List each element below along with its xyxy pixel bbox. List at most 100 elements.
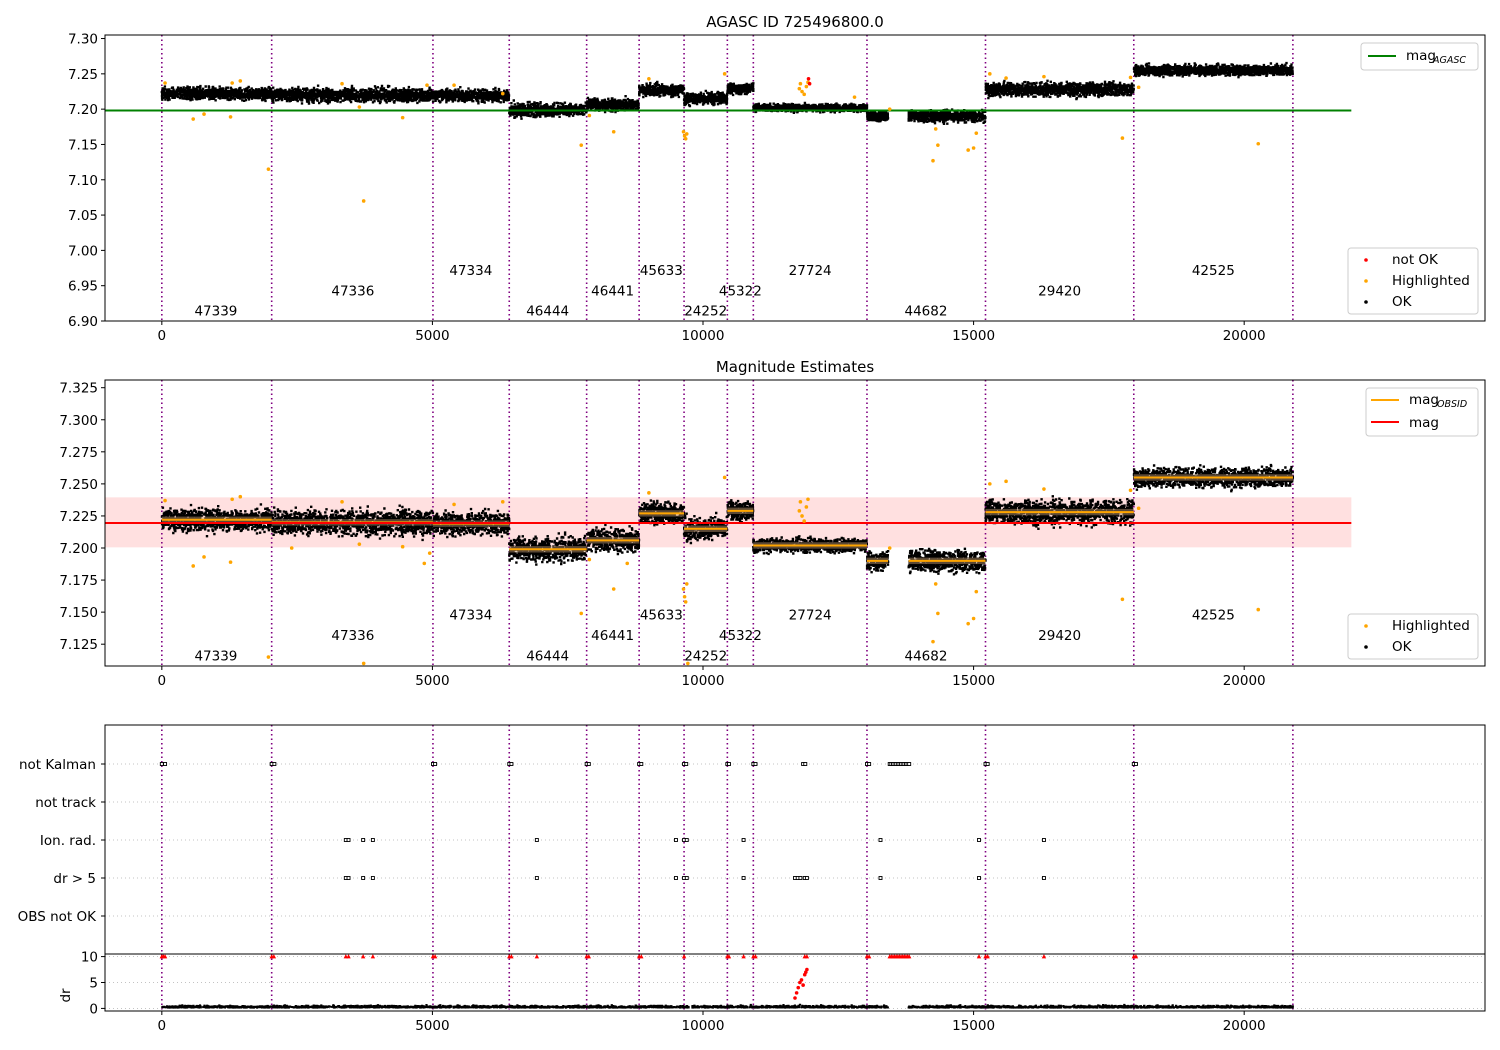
highlighted-point (681, 129, 686, 134)
x-tick-label: 15000 (952, 1018, 995, 1034)
dr-not-ok-point (799, 978, 804, 982)
highlighted-point (1004, 479, 1008, 484)
dr-points-segment (432, 1004, 510, 1009)
obsid-label: 44682 (904, 649, 947, 665)
y-tick-label: 5 (89, 976, 98, 992)
dr-points-segment (726, 1003, 755, 1009)
highlighted-point (797, 86, 802, 91)
obsid-label: 47334 (449, 608, 492, 624)
highlighted-point (238, 494, 243, 499)
ok-points-segment (585, 95, 640, 114)
dr-clipped-marker (534, 954, 540, 959)
dr-plot-area: 0 5000 10000 15000 20000 0 5 10 dr (58, 950, 1485, 1034)
highlighted-point (966, 148, 970, 152)
dr-clipped-marker (681, 954, 687, 959)
dr-clipped-marker (726, 954, 732, 959)
highlighted-point (681, 587, 686, 591)
x-tick-label: 10000 (682, 673, 725, 689)
ok-points-segment (638, 80, 686, 99)
flags-frame (104, 724, 1486, 955)
legend-subscript-obsid: OBSID (1437, 399, 1467, 410)
y-tick-label: 7.325 (59, 381, 98, 397)
highlighted-point (357, 105, 362, 109)
obsid-label: 46444 (526, 303, 569, 319)
highlighted-point (722, 475, 727, 480)
ok-points-segment (726, 82, 755, 97)
highlighted-point (936, 143, 940, 147)
flag-event-point (586, 762, 591, 766)
y-tick-label: 6.90 (68, 314, 98, 330)
highlighted-point (587, 557, 592, 562)
highlighted-point (625, 561, 630, 566)
y-tick-label: 7.10 (68, 173, 98, 189)
highlighted-point (887, 107, 892, 111)
ok-points-segment (752, 101, 869, 114)
flag-event-point (803, 762, 808, 766)
legend-box (1360, 42, 1479, 71)
highlighted-point (933, 127, 938, 131)
dr-clipped-marker (985, 954, 990, 959)
flag-event-point (433, 762, 438, 766)
panel-title-estimates: Magnitude Estimates (716, 358, 874, 376)
flag-event-point (272, 762, 277, 766)
dr-clipped-marker (586, 954, 592, 959)
dr-not-ok-point (794, 991, 799, 995)
y-tick-label: 7.175 (59, 573, 98, 589)
dr-clipped-marker (639, 954, 644, 959)
obsid-label: 45322 (719, 284, 762, 300)
y-tick-label: 7.300 (59, 413, 98, 429)
y-tick-label: 7.200 (59, 541, 98, 557)
highlighted-point (931, 639, 935, 644)
highlighted-point (191, 117, 196, 121)
x-tick-label: 10000 (682, 1018, 725, 1034)
highlighted-point (852, 95, 857, 99)
highlighted-point (974, 131, 979, 135)
highlighted-point (800, 514, 804, 518)
x-tick-label: 5000 (415, 1018, 449, 1034)
ok-points-segment (1132, 61, 1294, 79)
estimates-points-legend: Highlighted OK (1347, 613, 1479, 660)
obsid-label: 46441 (591, 284, 634, 300)
highlighted-point (202, 112, 206, 116)
highlighted-point (425, 83, 429, 87)
dr-not-ok-point (798, 980, 802, 985)
highlighted-point (966, 621, 970, 626)
agasc-panel: AGASC ID 725496800.0 47339 47336 47334 4644… (68, 13, 1486, 344)
legend-label-ok: OK (1392, 294, 1413, 310)
highlighted-point (647, 76, 651, 81)
y-tick-label: 7.20 (68, 102, 98, 118)
dr-points-segment (586, 1004, 640, 1009)
highlighted-point (683, 600, 688, 604)
y-tick-label: 7.15 (68, 137, 98, 153)
flag-event-point (346, 838, 351, 842)
flag-event-point (159, 762, 164, 766)
highlighted-point (361, 199, 366, 203)
highlighted-point (1256, 607, 1261, 612)
highlighted-point (933, 582, 938, 586)
legend-label-highlighted: Highlighted (1392, 618, 1470, 634)
highlighted-point (802, 92, 806, 97)
agasc-frame (104, 34, 1486, 322)
highlighted-point (1042, 487, 1046, 491)
flag-event-point (1133, 762, 1138, 766)
flag-event-point (361, 838, 366, 842)
highlighted-point (1042, 74, 1046, 79)
legend-label-mag: mag (1409, 415, 1439, 431)
highlighted-point (1136, 85, 1141, 90)
dr-not-ok-point (796, 985, 801, 990)
highlighted-point (804, 84, 809, 89)
dr-clipped-marker (162, 954, 168, 959)
agasc-line-legend: mag AGASC (1360, 42, 1479, 71)
legend-label-not-ok: not OK (1392, 252, 1439, 268)
flags-panel: not Kalman not track Ion. rad. dr > 5 OBS no… (18, 724, 1486, 955)
flag-event-point (804, 876, 809, 880)
flag-event-point (534, 838, 539, 842)
flag-event-point (346, 876, 351, 880)
highlighted-point (452, 502, 456, 507)
dr-axis-label: dr (58, 988, 74, 1003)
flag-event-point (361, 876, 366, 880)
highlighted-point (1128, 75, 1133, 80)
dr-clipped-marker (370, 954, 376, 959)
highlighted-point (230, 81, 234, 85)
y-tick-label: 7.225 (59, 509, 98, 525)
